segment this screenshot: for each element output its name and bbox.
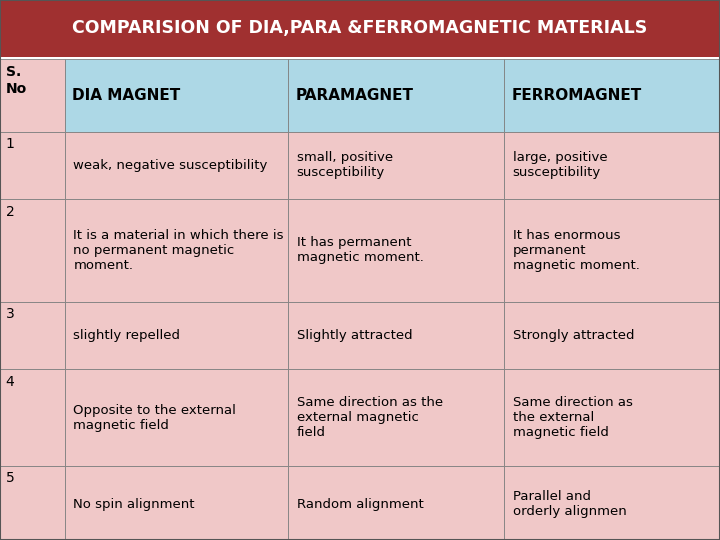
Bar bbox=[65, 466, 288, 540]
Bar bbox=[0, 132, 65, 199]
Bar bbox=[0, 199, 65, 302]
Bar bbox=[65, 302, 288, 369]
Bar bbox=[288, 466, 504, 540]
Text: Random alignment: Random alignment bbox=[297, 497, 423, 510]
Bar bbox=[504, 199, 720, 302]
Bar bbox=[288, 199, 504, 302]
Bar bbox=[65, 199, 288, 302]
Text: large, positive
susceptibility: large, positive susceptibility bbox=[513, 152, 607, 179]
Bar bbox=[0, 57, 720, 59]
Text: 4: 4 bbox=[6, 375, 14, 389]
Bar bbox=[0, 466, 65, 540]
Text: S.
No: S. No bbox=[6, 65, 27, 96]
Text: 2: 2 bbox=[6, 205, 14, 219]
Text: slightly repelled: slightly repelled bbox=[73, 329, 181, 342]
Text: FERROMAGNET: FERROMAGNET bbox=[511, 88, 642, 103]
Bar bbox=[288, 132, 504, 199]
Bar bbox=[504, 302, 720, 369]
Text: COMPARISION OF DIA,PARA &FERROMAGNETIC MATERIALS: COMPARISION OF DIA,PARA &FERROMAGNETIC M… bbox=[73, 19, 647, 37]
Text: Slightly attracted: Slightly attracted bbox=[297, 329, 413, 342]
Bar bbox=[288, 59, 504, 132]
Text: weak, negative susceptibility: weak, negative susceptibility bbox=[73, 159, 268, 172]
Text: 5: 5 bbox=[6, 471, 14, 485]
Text: DIA MAGNET: DIA MAGNET bbox=[72, 88, 180, 103]
Bar bbox=[0, 59, 65, 132]
Text: Opposite to the external
magnetic field: Opposite to the external magnetic field bbox=[73, 403, 236, 431]
Text: Same direction as
the external
magnetic field: Same direction as the external magnetic … bbox=[513, 396, 632, 439]
Bar bbox=[65, 369, 288, 466]
Text: Strongly attracted: Strongly attracted bbox=[513, 329, 634, 342]
Bar bbox=[504, 369, 720, 466]
Bar bbox=[65, 59, 288, 132]
Bar bbox=[504, 132, 720, 199]
Bar bbox=[288, 302, 504, 369]
Text: It has enormous
permanent
magnetic moment.: It has enormous permanent magnetic momen… bbox=[513, 229, 639, 272]
Text: PARAMAGNET: PARAMAGNET bbox=[295, 88, 413, 103]
Bar bbox=[504, 59, 720, 132]
Text: No spin alignment: No spin alignment bbox=[73, 497, 195, 510]
Text: Parallel and
orderly alignmen: Parallel and orderly alignmen bbox=[513, 490, 626, 518]
Text: 1: 1 bbox=[6, 137, 14, 151]
Bar bbox=[0, 302, 65, 369]
Text: It is a material in which there is
no permanent magnetic
moment.: It is a material in which there is no pe… bbox=[73, 229, 284, 272]
Text: It has permanent
magnetic moment.: It has permanent magnetic moment. bbox=[297, 237, 423, 265]
Bar bbox=[0, 369, 65, 466]
Text: Same direction as the
external magnetic
field: Same direction as the external magnetic … bbox=[297, 396, 443, 439]
Bar bbox=[0, 0, 720, 57]
Bar bbox=[65, 132, 288, 199]
Text: small, positive
susceptibility: small, positive susceptibility bbox=[297, 152, 393, 179]
Text: 3: 3 bbox=[6, 307, 14, 321]
Bar bbox=[504, 466, 720, 540]
Bar bbox=[288, 369, 504, 466]
